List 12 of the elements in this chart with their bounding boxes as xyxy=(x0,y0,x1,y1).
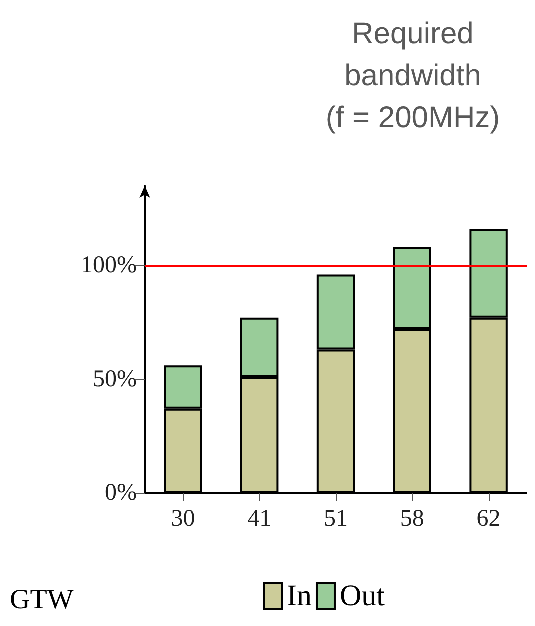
text: GTW xyxy=(10,584,74,616)
x-tick-label: 58 xyxy=(400,506,424,532)
legend-label: Out xyxy=(340,580,386,612)
x-tick-label: 62 xyxy=(476,506,501,532)
x-tick-label: 41 xyxy=(248,506,272,532)
y-tick-label: 0% xyxy=(105,480,137,506)
chart-title: Required bandwidth (f = 200MHz) xyxy=(326,18,500,134)
y-tick-label: 50% xyxy=(93,366,137,392)
legend-label: In xyxy=(287,580,312,612)
x-tick-label: 30 xyxy=(171,506,196,532)
x-tick-label: 51 xyxy=(324,506,348,532)
y-tick-label: 100% xyxy=(81,252,137,279)
